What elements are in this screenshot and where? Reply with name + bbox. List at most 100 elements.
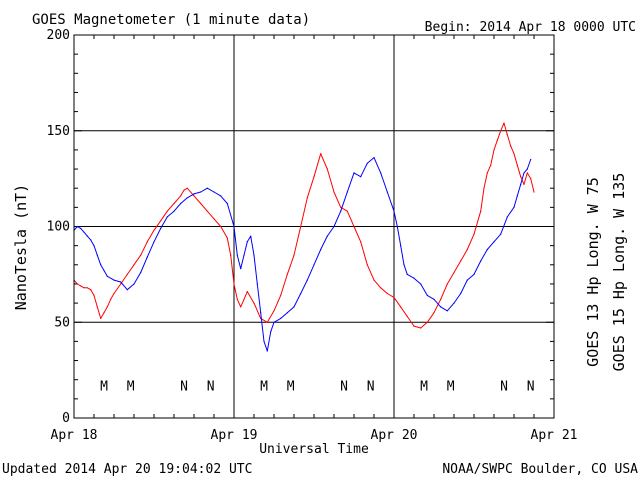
data-point: [286, 273, 288, 275]
x-axis-ticks: Apr 18 Apr 19 Apr 20 Apr 21: [51, 35, 577, 443]
data-point: [506, 134, 508, 136]
data-point: [186, 187, 188, 189]
data-point: [300, 225, 302, 228]
data-point: [520, 176, 522, 178]
data-point: [406, 273, 408, 275]
data-point: [293, 306, 295, 308]
data-point: [230, 254, 232, 256]
data-point: [153, 229, 155, 231]
data-point: [100, 317, 102, 319]
data-point: [213, 218, 215, 220]
data-point: [380, 172, 382, 174]
data-point: [193, 193, 195, 195]
data-point: [246, 291, 248, 293]
marker-n: N: [500, 379, 508, 394]
data-point: [286, 312, 288, 314]
data-point: [453, 271, 455, 274]
chart-title: GOES Magnetometer (1 minute data): [32, 12, 310, 28]
data-point: [480, 210, 482, 212]
data-point: [453, 302, 455, 304]
marker-n: N: [527, 379, 535, 394]
data-point: [103, 269, 105, 272]
data-point: [516, 195, 518, 197]
data-point: [393, 210, 395, 212]
data-point: [433, 298, 435, 300]
data-point: [446, 310, 448, 312]
y-tick-label: 150: [47, 124, 70, 139]
data-point: [403, 264, 405, 266]
data-point: [373, 157, 375, 159]
data-point: [513, 206, 515, 208]
data-point: [406, 315, 408, 318]
data-point: [460, 260, 462, 262]
x-tick-label: Apr 18: [51, 428, 98, 443]
data-point: [200, 191, 202, 193]
y-tick-label: 50: [54, 315, 70, 330]
data-point: [340, 206, 342, 208]
legend-entry-goes13: GOES 13 Hp Long. W 75: [584, 177, 602, 367]
data-point: [193, 195, 195, 197]
data-point: [483, 187, 485, 189]
data-point: [353, 172, 355, 174]
data-point: [393, 296, 395, 298]
data-point: [173, 202, 175, 205]
data-point: [220, 195, 222, 197]
marker-m: M: [447, 379, 455, 394]
grid-lines: [74, 35, 554, 418]
data-point: [266, 321, 268, 323]
data-point: [500, 130, 502, 132]
legend: GOES 13 Hp Long. W 75 GOES 15 Hp Long. W…: [584, 173, 628, 372]
data-point: [320, 153, 322, 155]
data-point: [413, 325, 415, 327]
data-point: [146, 256, 148, 258]
data-point: [440, 298, 442, 300]
data-point: [140, 271, 142, 274]
data-point: [213, 191, 215, 193]
data-point: [526, 172, 528, 174]
data-point: [200, 202, 202, 205]
data-point: [366, 162, 368, 164]
data-point: [186, 197, 188, 199]
data-point: [460, 292, 462, 295]
data-point: [146, 241, 148, 243]
data-point: [86, 235, 88, 237]
data-point: [233, 283, 235, 285]
data-point: [180, 195, 182, 197]
data-point: [273, 321, 275, 323]
data-point: [526, 168, 528, 170]
data-point: [153, 241, 155, 243]
data-point: [96, 254, 98, 256]
data-point: [226, 202, 228, 205]
data-point: [126, 273, 128, 275]
data-point: [90, 289, 92, 291]
data-point: [530, 178, 532, 180]
x-axis-label: Universal Time: [259, 442, 369, 457]
data-point: [253, 302, 255, 304]
data-point: [420, 283, 422, 285]
data-point: [173, 210, 175, 212]
data-point: [493, 241, 495, 243]
data-point: [93, 294, 95, 296]
marker-n: N: [207, 379, 215, 394]
data-point: [360, 241, 362, 243]
data-point: [120, 281, 122, 283]
data-point: [236, 254, 238, 256]
data-point: [240, 306, 242, 308]
data-point: [166, 216, 168, 218]
data-point: [140, 254, 142, 256]
data-point: [83, 287, 85, 289]
data-point: [103, 312, 105, 314]
data-point: [346, 191, 348, 193]
data-point: [386, 191, 388, 193]
data-point: [386, 292, 388, 295]
data-point: [506, 216, 508, 218]
plot-frame: [73, 34, 555, 419]
data-point: [83, 231, 85, 233]
data-point: [243, 254, 245, 256]
y-tick-label: 100: [47, 220, 70, 235]
data-point: [326, 168, 328, 170]
source-credit: NOAA/SWPC Boulder, CO USA: [442, 462, 638, 477]
data-point: [320, 248, 322, 251]
